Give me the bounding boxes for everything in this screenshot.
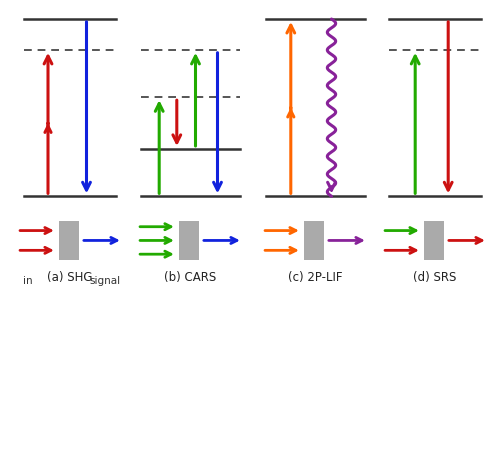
Text: (a) SHG: (a) SHG [47,271,93,284]
Text: in: in [24,276,33,286]
Text: (c) 2P-LIF: (c) 2P-LIF [288,271,342,284]
Bar [59,221,79,260]
Text: Figure 1. Energy level diagrams of the four nonlinear optical
techniques (upper : Figure 1. Energy level diagrams of the f… [64,324,436,416]
Bar [304,221,324,260]
Text: (b) CARS: (b) CARS [164,271,216,284]
Bar [179,221,199,260]
Bar [424,221,444,260]
Text: signal: signal [90,276,121,286]
Text: (d) SRS: (d) SRS [414,271,457,284]
